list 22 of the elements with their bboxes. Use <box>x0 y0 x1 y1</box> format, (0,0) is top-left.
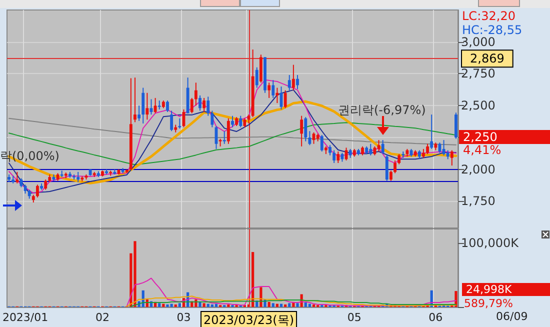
ref-line-label: 2,869 <box>470 52 504 66</box>
text: 06/09 <box>496 310 528 323</box>
y-tick-label: 1,750 <box>461 194 496 208</box>
annotation: 락(0,00%) <box>0 149 60 163</box>
text: 24,998K <box>466 283 512 296</box>
y-tick-label: 2,750 <box>461 66 496 81</box>
text: 589,79% <box>464 297 513 310</box>
y-tick-label: 100,000K <box>461 236 520 250</box>
x-tick-label: 05 <box>347 311 362 324</box>
x-tick-label: 2023/03/23(목) <box>203 313 294 327</box>
x-tick-label: 2023/01 <box>2 311 48 324</box>
annotation: 권리락(-6,97%) <box>338 103 426 117</box>
text: LC:32,20 <box>462 9 516 23</box>
y-tick-label: 2,500 <box>461 98 496 113</box>
text: 4,41% <box>463 143 502 157</box>
x-tick-label: 06 <box>428 311 443 324</box>
x-tick-label: 02 <box>95 311 110 324</box>
y-tick-label: 3,000 <box>461 34 496 49</box>
text: HC:-28,55 <box>462 23 522 37</box>
x-tick-label: 03 <box>176 311 191 324</box>
y-tick-label: 2,000 <box>461 162 496 176</box>
text: 2,250 <box>463 130 498 144</box>
